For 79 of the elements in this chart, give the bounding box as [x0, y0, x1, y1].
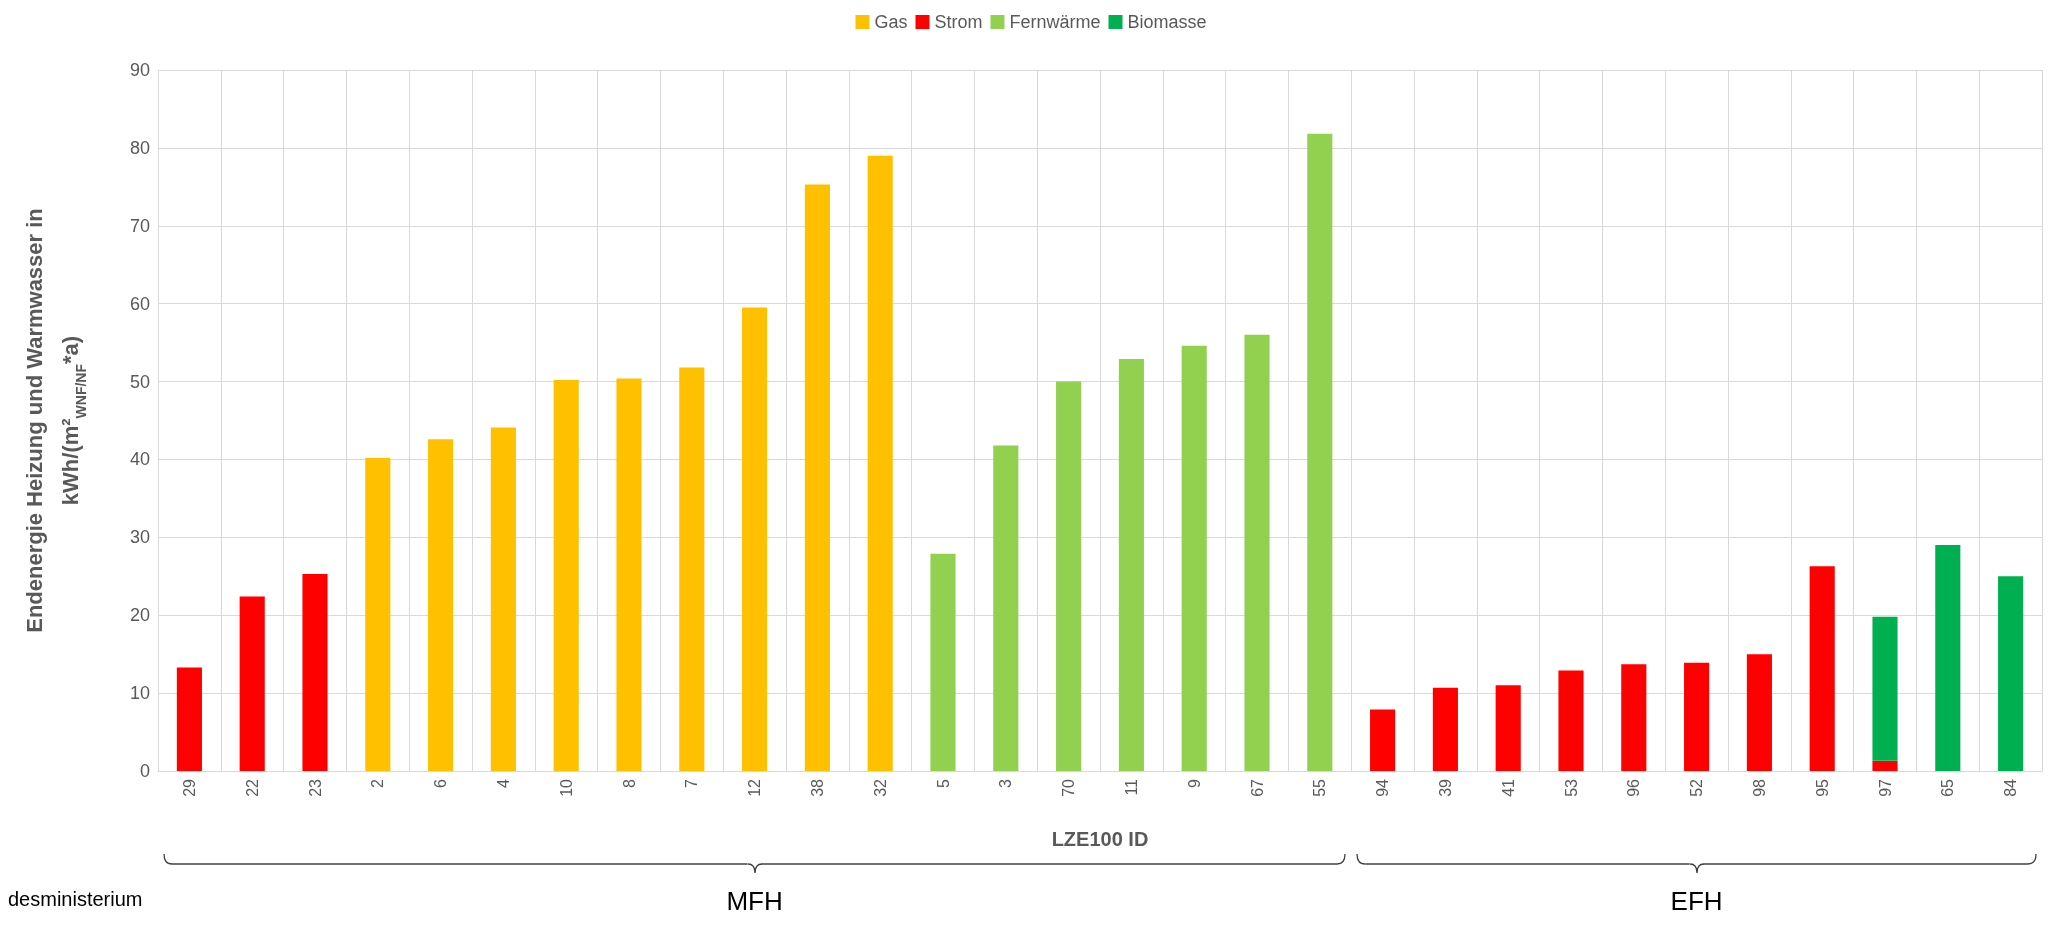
x-tick-label: 5: [934, 778, 952, 788]
x-tick-label: 8: [620, 778, 638, 788]
x-tick-label: 38: [808, 778, 826, 797]
y-tick-label: 0: [139, 761, 150, 781]
bar: [1495, 685, 1521, 771]
x-tick-label: 94: [1374, 778, 1392, 797]
x-tick-label: 65: [1939, 778, 1957, 797]
bar: [742, 307, 768, 771]
y-tick-label: 60: [129, 293, 150, 314]
x-tick-label: 95: [1813, 778, 1831, 797]
bar: [930, 553, 956, 771]
bar: [1118, 358, 1144, 771]
bar: [1370, 709, 1396, 771]
x-tick-label: 4: [494, 778, 512, 788]
bar: [1935, 545, 1961, 771]
bar: [302, 573, 328, 771]
x-tick-label: 2: [369, 778, 387, 788]
x-tick-label: 52: [1688, 778, 1706, 797]
text: MFH: [726, 886, 783, 916]
bar: [490, 427, 516, 771]
x-tick-label: 67: [1248, 778, 1266, 797]
x-axis-title: LZE100 ID: [1051, 828, 1149, 850]
x-tick-label: 53: [1562, 778, 1580, 797]
x-tick-label: 29: [180, 778, 198, 797]
bar: [1872, 760, 1898, 771]
x-tick-label: 11: [1122, 778, 1140, 796]
text: EFH: [1670, 886, 1723, 916]
bar: [1746, 654, 1772, 771]
bar: [1998, 576, 2024, 771]
x-tick-label: 9: [1185, 778, 1203, 788]
bar: [239, 596, 265, 771]
bar: [1684, 662, 1710, 771]
y-tick-label: 70: [129, 215, 150, 236]
bar: [1056, 381, 1082, 771]
bar: [1307, 133, 1333, 771]
y-tick-label: 20: [129, 605, 150, 626]
x-tick-label: 22: [243, 778, 261, 797]
text: desministerium: [8, 888, 143, 911]
x-tick-label: 10: [557, 778, 575, 797]
x-tick-label: 3: [997, 778, 1015, 788]
y-tick-label: 80: [129, 137, 150, 158]
legend-label: Fernwärme: [1009, 12, 1101, 32]
y-tick-label: 30: [129, 527, 150, 548]
bar: [993, 445, 1019, 771]
bar: [1872, 616, 1898, 761]
bar: [867, 155, 893, 771]
bar: [616, 378, 642, 771]
bar: [553, 380, 579, 771]
x-tick-label: 96: [1625, 778, 1643, 797]
x-tick-label: 98: [1750, 778, 1768, 797]
x-tick-label: 39: [1436, 778, 1454, 797]
y-tick-label: 10: [129, 683, 150, 704]
x-tick-label: 6: [432, 778, 450, 788]
x-tick-label: 7: [683, 778, 701, 788]
bar: [679, 367, 705, 771]
bar: [1809, 566, 1835, 771]
legend-label: Gas: [874, 12, 908, 32]
bar: [804, 184, 830, 771]
x-tick-label: 84: [2002, 778, 2020, 797]
y-tick-label: 40: [129, 449, 150, 470]
bar: [1621, 664, 1647, 771]
y-tick-label: 50: [129, 371, 150, 392]
x-tick-label: 55: [1311, 778, 1329, 797]
bar: [428, 439, 454, 771]
bar: [1244, 334, 1270, 771]
legend-label: Biomasse: [1127, 12, 1207, 32]
bar: [176, 667, 202, 771]
x-tick-label: 32: [871, 778, 889, 797]
legend-label: Strom: [934, 12, 983, 32]
bar: [1181, 345, 1207, 771]
x-tick-label: 12: [746, 778, 764, 797]
bar: [365, 457, 391, 771]
x-tick-label: 70: [1060, 778, 1078, 797]
x-tick-label: 23: [306, 778, 324, 797]
bar: [1558, 670, 1584, 771]
x-tick-label: 97: [1876, 778, 1894, 797]
x-tick-label: 41: [1499, 778, 1517, 797]
bar: [1432, 687, 1458, 771]
y-tick-label: 90: [129, 60, 150, 80]
